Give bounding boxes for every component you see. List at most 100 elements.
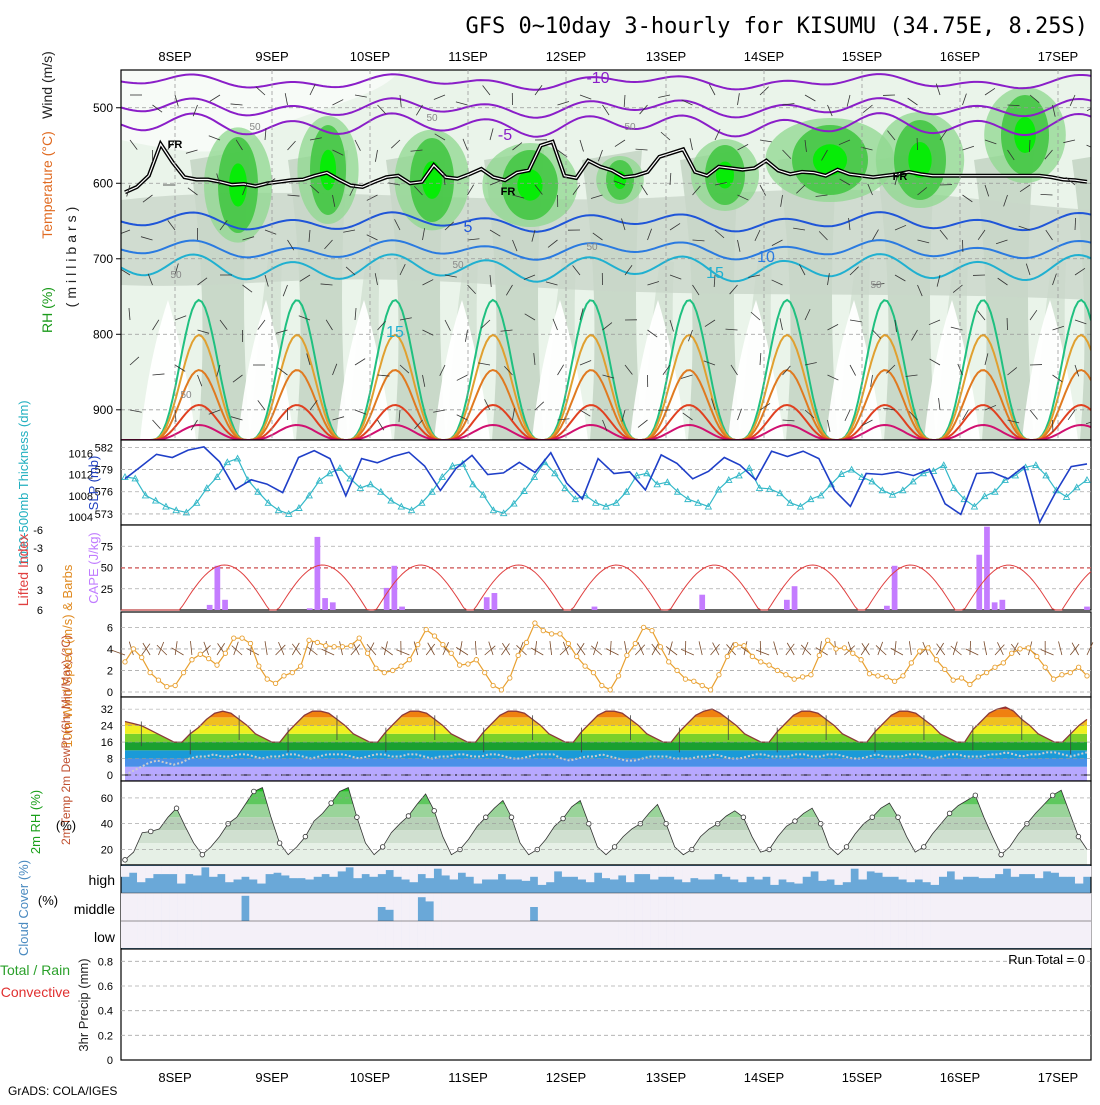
cloud-cell <box>538 921 546 948</box>
cloud-cell <box>698 921 706 948</box>
cloud-cell <box>971 866 979 877</box>
cloud-cell <box>410 921 418 948</box>
cloud-cell <box>947 893 955 921</box>
cloud-cell <box>185 921 193 948</box>
cloud-cell <box>666 921 674 948</box>
cape-bar <box>399 607 405 610</box>
cloud-cell <box>851 893 859 921</box>
precip-total-label: Total / Rain <box>0 962 70 978</box>
wind-speed-point <box>750 654 754 658</box>
cloud-cell <box>1067 866 1075 877</box>
rh-point <box>844 845 849 850</box>
cloud-cell <box>963 866 971 877</box>
wind-speed-point <box>742 643 746 647</box>
cloud-cell <box>971 921 979 948</box>
cape-tick-label: 50 <box>101 563 113 575</box>
cloud-cell <box>450 893 458 921</box>
cloud-cell <box>121 921 129 948</box>
cloud-cell <box>834 921 842 948</box>
wind-speed-point <box>332 645 336 649</box>
wind-speed-point <box>541 628 545 632</box>
freezing-level-label: FR <box>893 171 908 183</box>
cloud-cell <box>730 893 738 921</box>
wind-speed-point <box>382 670 386 674</box>
rh-contour-label: 50 <box>249 122 261 133</box>
day-label-top: 12SEP <box>546 49 586 64</box>
cloud-cell <box>602 921 610 948</box>
page-title: GFS 0~10day 3-hourly for KISUMU (34.75E,… <box>465 14 1088 39</box>
cloud-cell <box>995 866 1003 874</box>
cloud-cell <box>594 921 602 948</box>
cloud-cell <box>802 866 810 877</box>
cloud-cell <box>193 893 201 921</box>
precip-tick-label: 0.6 <box>98 981 113 993</box>
lifted-index-tick-label: 0 <box>37 563 43 575</box>
cloud-cell <box>762 866 770 877</box>
pressure-tick-label: 800 <box>93 327 113 341</box>
cloud-cell <box>466 893 474 921</box>
rh-point <box>123 858 128 863</box>
cloud-cell <box>241 866 249 877</box>
temp-band <box>121 742 1091 750</box>
cloud-cell <box>474 866 482 884</box>
cloud-cell <box>370 921 378 948</box>
cloud-cell <box>305 921 313 948</box>
cloud-cell <box>378 893 386 907</box>
rh-point <box>973 793 978 798</box>
cloud-cell <box>514 893 522 921</box>
wind-speed-point <box>273 681 277 685</box>
cloud-cell <box>746 921 754 948</box>
wind-barb <box>1095 183 1098 195</box>
cloud-cell <box>289 866 297 878</box>
cloud-cell <box>650 866 658 880</box>
cloud-cell <box>458 866 466 873</box>
wind-speed-point <box>600 683 604 687</box>
lifted-index-tick-label: 3 <box>37 585 43 597</box>
cloud-cell <box>770 921 778 948</box>
day-label-bottom: 16SEP <box>940 1070 980 1085</box>
cloud-cell <box>434 921 442 948</box>
day-label-top: 8SEP <box>158 49 191 64</box>
cloud-cell <box>578 921 586 948</box>
cloud-cell <box>770 893 778 921</box>
rh-contour-label: 50 <box>870 280 882 291</box>
precip-axis-label: 3hr Precip (mm) <box>76 958 91 1051</box>
rh-point <box>999 852 1004 857</box>
wind-speed-point <box>708 688 712 692</box>
rh-contour-label: 50 <box>180 390 192 401</box>
cloud-cell <box>794 893 802 921</box>
cloud-cell <box>642 893 650 921</box>
cloud-cell <box>826 921 834 948</box>
cloud-cell <box>875 866 883 873</box>
rh-point <box>432 809 437 814</box>
wind-speed-point <box>156 678 160 682</box>
cloud-cell <box>650 893 658 921</box>
cloud-cell <box>370 893 378 921</box>
cloud-cell <box>570 866 578 877</box>
cloud-cell <box>859 893 867 921</box>
cloud-cell <box>321 866 329 874</box>
cloud-cell <box>249 866 257 880</box>
cloud-cell <box>1035 866 1043 878</box>
rh-point <box>277 841 282 846</box>
temperature-axis-label: Temperature (°C) <box>39 131 55 239</box>
wind-speed-point <box>290 670 294 674</box>
cloud-cell <box>337 921 345 948</box>
cloud-cell <box>402 866 410 880</box>
cloud-cell <box>498 921 506 948</box>
cloud-cell <box>746 893 754 921</box>
cloud-cell <box>161 893 169 921</box>
cloud-cell <box>1035 921 1043 948</box>
cloud-cell <box>321 893 329 921</box>
cloud-cell <box>1059 893 1067 921</box>
cloud-cell <box>217 866 225 874</box>
cloud-cell <box>1043 893 1051 921</box>
cape-bar <box>315 537 321 610</box>
cape-tick-label: 75 <box>101 541 113 553</box>
cloud-cell <box>714 866 722 874</box>
cloud-cell <box>394 893 402 921</box>
cloud-cell <box>217 893 225 921</box>
cloud-cell <box>386 893 394 910</box>
rh-point <box>200 852 205 857</box>
